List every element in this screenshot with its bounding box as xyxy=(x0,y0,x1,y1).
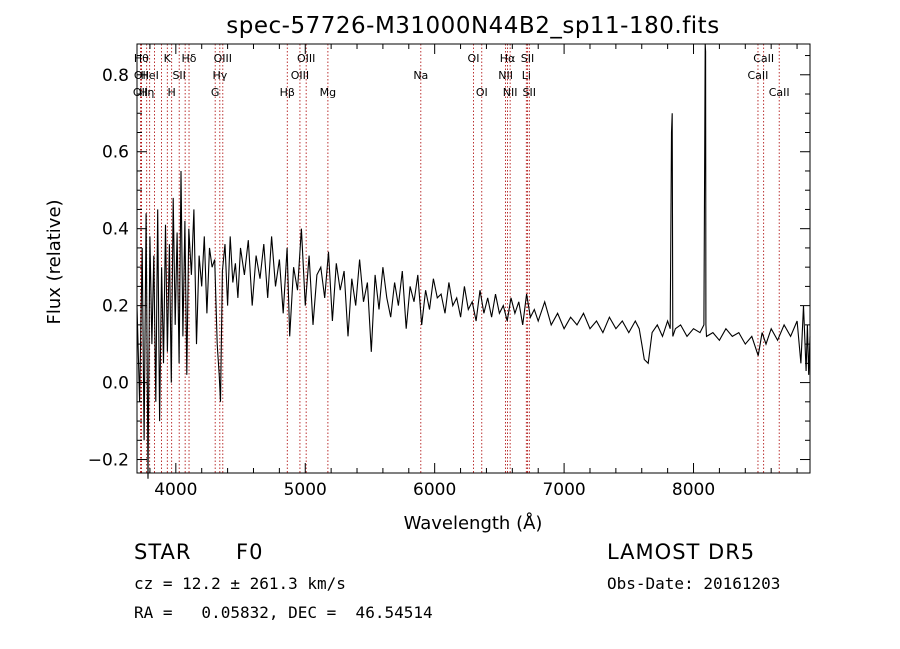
y-tick-label: −0.2 xyxy=(88,451,129,471)
line-marker-label: G xyxy=(211,86,220,99)
x-tick-label: 7000 xyxy=(542,480,585,500)
line-marker-label: CaII xyxy=(748,69,769,82)
line-marker-label: SII xyxy=(523,86,536,99)
survey-name: LAMOST DR5 xyxy=(607,540,756,564)
line-marker-label: Mg xyxy=(320,86,336,99)
chart-title: spec-57726-M31000N44B2_sp11-180.fits xyxy=(226,13,719,39)
x-tick-label: 6000 xyxy=(413,480,456,500)
y-axis-label: Flux (relative) xyxy=(44,199,65,324)
line-marker-label: OIII xyxy=(297,52,315,65)
x-axis: 4000 5000 6000 7000 8000 xyxy=(149,44,798,500)
x-tick-label: 8000 xyxy=(672,480,715,500)
line-marker-label: OIII xyxy=(214,52,232,65)
line-marker-label: OI xyxy=(468,52,480,65)
x-tick-label: 4000 xyxy=(154,480,197,500)
spectrum-line xyxy=(136,43,811,479)
line-marker-labels: HθOIIOIIHηHeIKHSIIHδGHγOIIIHβOIIIOIIIMgN… xyxy=(133,52,790,99)
x-axis-label: Wavelength (Å) xyxy=(404,512,543,534)
line-marker-label: Na xyxy=(413,69,428,82)
y-tick-label: 0.4 xyxy=(102,220,129,240)
observation-date: Obs-Date: 20161203 xyxy=(607,574,781,593)
line-marker-label: SII xyxy=(521,52,534,65)
line-marker-label: Hη xyxy=(139,86,154,99)
line-marker-label: Hθ xyxy=(134,52,149,65)
line-marker-label: OI xyxy=(476,86,488,99)
x-tick-label: 5000 xyxy=(284,480,327,500)
object-class: STAR xyxy=(134,540,192,564)
line-marker-label: Hα xyxy=(500,52,516,65)
line-marker-label: H xyxy=(168,86,176,99)
line-marker-label: SII xyxy=(172,69,185,82)
y-tick-label: 0.6 xyxy=(102,143,129,163)
line-marker-label: Hγ xyxy=(212,69,227,82)
y-tick-label: 0.8 xyxy=(102,66,129,86)
line-marker-label: NII xyxy=(498,69,513,82)
y-axis: −0.2 0.0 0.2 0.4 0.6 0.8 xyxy=(88,55,810,471)
line-marker-label: OIII xyxy=(291,69,309,82)
line-marker-label: NII xyxy=(503,86,518,99)
plot-frame xyxy=(136,43,811,474)
line-marker-label: Li xyxy=(522,69,531,82)
line-marker-label: Hβ xyxy=(280,86,295,99)
line-marker-label: CaII xyxy=(769,86,790,99)
object-subclass: F0 xyxy=(236,540,264,564)
line-marker-label: HeI xyxy=(141,69,159,82)
ra-dec: RA = 0.05832, DEC = 46.54514 xyxy=(134,603,433,622)
line-marker-label: OII xyxy=(134,69,149,82)
redshift-cz: cz = 12.2 ± 261.3 km/s xyxy=(134,574,346,593)
line-marker-label: CaII xyxy=(753,52,774,65)
line-marker-label: K xyxy=(164,52,172,65)
y-tick-label: 0.0 xyxy=(102,374,129,394)
line-marker-label: Hδ xyxy=(182,52,197,65)
y-tick-label: 0.2 xyxy=(102,297,129,317)
line-markers xyxy=(140,44,780,473)
